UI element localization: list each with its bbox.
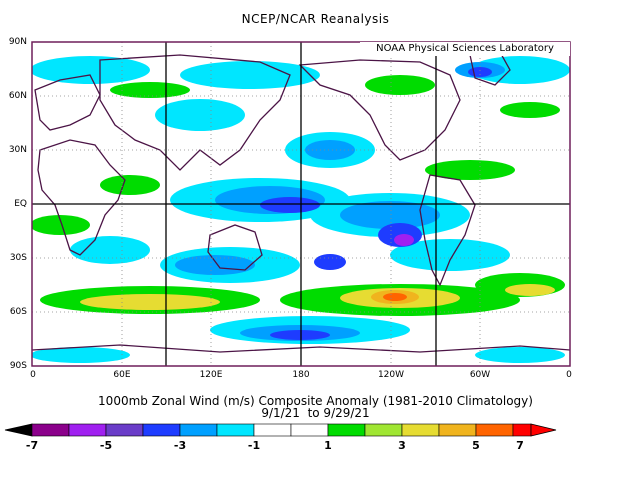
chart-title: NCEP/NCAR Reanalysis [241, 12, 390, 26]
lon-label: 180 [292, 370, 310, 380]
colorbar-tick-label: -3 [173, 439, 187, 452]
credit-label: NOAA Physical Sciences Laboratory [360, 42, 570, 56]
coast-antarctica [32, 344, 570, 353]
colorbar-tick-label: 5 [472, 439, 480, 452]
colorbar-tick-label: 3 [398, 439, 406, 452]
region-boxes [32, 42, 570, 366]
colorbar-tick-label: 7 [516, 439, 524, 452]
lat-label: EQ [14, 199, 27, 209]
lon-label: 60E [113, 370, 131, 380]
coast-south-america [419, 174, 476, 287]
anomaly-positive-peak [383, 293, 407, 301]
coast-africa [37, 139, 126, 256]
colorbar-tick-label: -7 [25, 439, 39, 452]
lon-label: 60W [469, 370, 491, 380]
lat-label: 60S [9, 307, 27, 317]
coast-europe [34, 74, 101, 131]
lat-label: 90N [8, 37, 27, 47]
anomaly-negative-weak [32, 56, 570, 363]
lat-label: 30N [8, 145, 27, 155]
caption-variable: 1000mb Zonal Wind (m/s) Composite Anomal… [98, 394, 533, 408]
colorbar-high-arrow [530, 423, 557, 437]
colorbar-tick-label: -5 [99, 439, 113, 452]
colorbar-low-arrow [4, 423, 33, 437]
lon-label: 120W [377, 370, 405, 380]
lon-label: 0 [30, 370, 36, 380]
lat-label: 90S [9, 361, 27, 371]
lat-label: 60N [8, 91, 27, 101]
lon-label: 0 [566, 370, 572, 380]
map-frame [31, 41, 571, 367]
anomaly-negative-peak [394, 234, 414, 246]
lat-label: 30S [9, 253, 27, 263]
colorbar-tick-label: 1 [324, 439, 332, 452]
caption-dates: 9/1/21 to 9/29/21 [261, 406, 370, 420]
coast-australia [207, 224, 263, 271]
lon-label: 120E [199, 370, 223, 380]
colorbar-tick-label: -1 [247, 439, 261, 452]
colorbar [4, 423, 557, 437]
anomaly-field [32, 42, 570, 366]
